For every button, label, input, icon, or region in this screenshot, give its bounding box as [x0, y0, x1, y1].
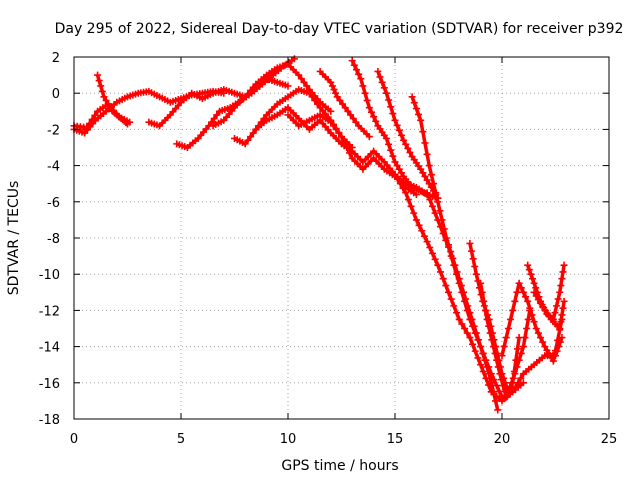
- series-track-10: [316, 67, 373, 141]
- series-line: [73, 89, 225, 135]
- chart-title: Day 295 of 2022, Sidereal Day-to-day VTE…: [55, 21, 624, 37]
- y-axis-title: SDTVAR / TECUs: [6, 181, 22, 296]
- series-line: [410, 96, 500, 411]
- y-tick-label: -6: [47, 196, 60, 211]
- y-tick-label: -16: [39, 377, 60, 392]
- x-tick-label: 5: [177, 432, 185, 447]
- x-tick-label: 25: [601, 432, 618, 447]
- series-track-3: [94, 71, 131, 128]
- series-track-13: [391, 171, 495, 396]
- series-track-21: [530, 288, 568, 332]
- series-line: [376, 70, 440, 200]
- series-track-11: [348, 57, 431, 199]
- x-axis-title: GPS time / hours: [281, 458, 398, 474]
- y-tick-label: -10: [39, 268, 60, 283]
- series-track-15: [423, 189, 527, 401]
- series-track-6: [209, 60, 335, 130]
- data-series: [70, 55, 568, 414]
- x-tick-label: 0: [70, 432, 78, 447]
- y-tick-label: -18: [39, 413, 60, 428]
- series-line: [318, 70, 371, 138]
- series-track-12: [374, 67, 442, 202]
- y-tick-label: 0: [52, 87, 60, 102]
- series-line: [500, 281, 564, 363]
- series-line: [350, 59, 428, 197]
- grid: [74, 57, 609, 419]
- y-tick-label: -14: [39, 341, 60, 356]
- series-track-19: [498, 279, 566, 365]
- y-tick-label: 2: [52, 51, 60, 66]
- series-line: [393, 173, 493, 393]
- x-tick-label: 10: [280, 432, 297, 447]
- y-tick-label: -12: [39, 304, 60, 319]
- x-tick-label: 15: [387, 432, 404, 447]
- x-tick-label: 20: [494, 432, 511, 447]
- series-line: [176, 57, 296, 150]
- series-line: [212, 62, 332, 128]
- series-line: [478, 282, 521, 400]
- series-line: [532, 291, 566, 331]
- y-tick-label: -4: [47, 160, 60, 175]
- y-tick-label: -8: [47, 232, 60, 247]
- series-line: [95, 74, 129, 126]
- y-tick-label: -2: [47, 123, 60, 138]
